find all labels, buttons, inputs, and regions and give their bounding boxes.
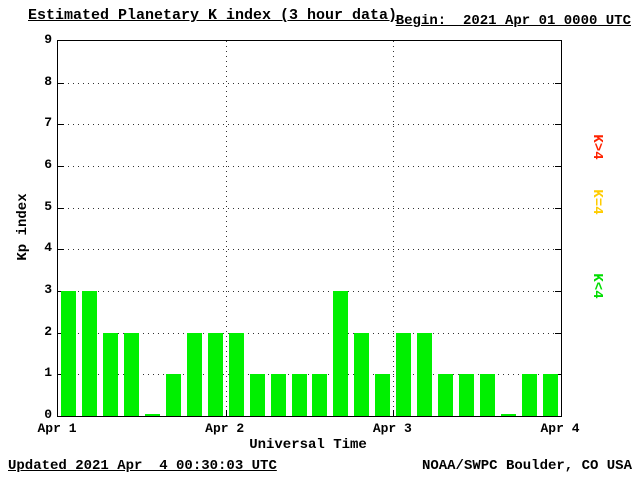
gridline-vertical <box>225 41 227 416</box>
y-tick-mark-right <box>555 332 561 334</box>
y-tick-label: 8 <box>44 73 52 89</box>
x-tick-label: Apr 1 <box>37 421 77 436</box>
y-tick-mark-left <box>58 166 64 167</box>
kp-bar <box>459 374 475 416</box>
y-tick-mark-right <box>555 207 561 209</box>
y-tick-mark-right <box>555 82 561 84</box>
y-tick-mark-left <box>58 249 64 251</box>
y-tick-label: 1 <box>44 365 52 381</box>
gridline-horizontal <box>58 291 561 292</box>
kp-bar <box>123 332 139 416</box>
y-axis-label: Kp index <box>15 193 31 261</box>
kp-bar <box>270 374 286 416</box>
x-tick-mark <box>225 410 227 416</box>
updated-timestamp: Updated 2021 Apr 4 00:30:03 UTC <box>8 458 277 474</box>
kp-bar <box>333 291 349 416</box>
gridline-horizontal <box>58 82 561 84</box>
kp-bar <box>60 291 76 416</box>
gridline-vertical <box>393 41 395 416</box>
source-credit: NOAA/SWPC Boulder, CO USA <box>421 458 632 474</box>
y-tick-label: 6 <box>44 157 52 172</box>
kp-bar <box>354 332 370 416</box>
chart-title: Estimated Planetary K index (3 hour data… <box>28 7 398 24</box>
y-tick-label: 2 <box>44 323 52 339</box>
kp-bar <box>81 291 97 416</box>
kp-bar <box>480 374 496 416</box>
kp-bar <box>249 374 265 416</box>
gridline-horizontal <box>58 166 561 167</box>
plot-area <box>57 40 562 417</box>
y-tick-mark-right <box>555 124 561 126</box>
gridline-horizontal <box>58 207 561 209</box>
y-tick-mark-right <box>555 249 561 251</box>
kp-bar <box>207 332 223 416</box>
kp-bar <box>102 332 118 416</box>
y-tick-mark-right <box>555 166 561 167</box>
kp-bar <box>291 374 307 416</box>
y-tick-label: 7 <box>44 115 52 131</box>
kp-bar <box>522 374 538 416</box>
y-tick-label: 0 <box>44 407 52 422</box>
x-tick-label: Apr 4 <box>540 421 580 436</box>
kp-bar <box>543 374 559 416</box>
gridline-horizontal <box>58 332 561 334</box>
y-tick-label: 9 <box>44 32 52 47</box>
kp-bar <box>417 332 433 416</box>
y-tick-mark-left <box>58 207 64 209</box>
kp-bar <box>312 374 328 416</box>
y-tick-label: 4 <box>44 240 52 256</box>
x-tick-label: Apr 3 <box>372 421 412 436</box>
y-tick-mark-left <box>58 82 64 84</box>
kp-bar <box>396 332 412 416</box>
kp-bar <box>501 414 517 416</box>
x-tick-label: Apr 2 <box>205 421 245 436</box>
begin-timestamp: Begin: 2021 Apr 01 0000 UTC <box>395 13 631 29</box>
kp-bar <box>228 332 244 416</box>
x-axis-label: Universal Time <box>249 437 367 453</box>
y-tick-mark-right <box>555 291 561 292</box>
legend-k-eq-4: K=4 <box>589 189 605 215</box>
kp-bar <box>375 374 391 416</box>
gridline-horizontal <box>58 249 561 251</box>
kp-bar <box>438 374 454 416</box>
kp-bar <box>165 374 181 416</box>
y-tick-label: 5 <box>44 198 52 214</box>
gridline-horizontal <box>58 374 561 376</box>
x-tick-mark <box>393 410 395 416</box>
y-tick-label: 3 <box>44 282 52 297</box>
y-tick-mark-left <box>58 124 64 126</box>
kp-bar <box>144 414 160 416</box>
kp-bar <box>186 332 202 416</box>
legend-k-lt-4: K<4 <box>589 273 605 299</box>
legend-k-gt-4: K>4 <box>589 134 605 160</box>
gridline-horizontal <box>58 124 561 126</box>
